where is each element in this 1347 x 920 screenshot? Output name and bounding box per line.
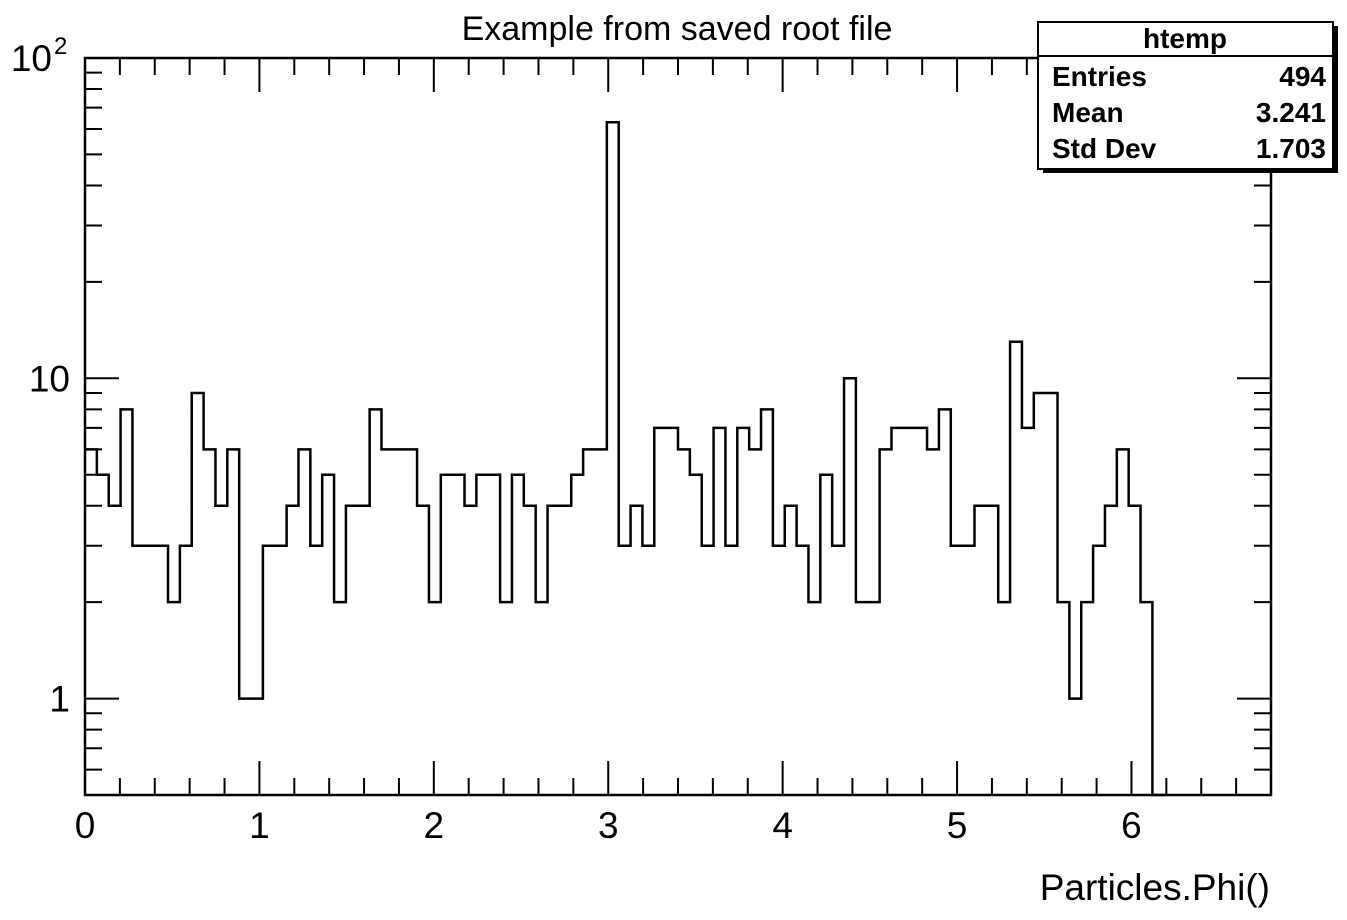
y-tick-label-top-exponent: 2 [54, 33, 67, 60]
y-tick-label-top: 10 [11, 38, 52, 79]
x-tick-label: 6 [1121, 805, 1142, 846]
chart-title: Example from saved root file [462, 10, 893, 48]
y-tick-label: 10 [29, 358, 70, 399]
histogram-line [85, 121, 1165, 797]
x-tick-label: 1 [249, 805, 270, 846]
x-axis-label: Particles.Phi() [1040, 867, 1270, 908]
stats-entries-value: 494 [1279, 61, 1326, 92]
x-tick-label: 4 [772, 805, 793, 846]
x-tick-label: 5 [947, 805, 968, 846]
stats-stddev-value: 1.703 [1256, 133, 1326, 164]
stats-mean-label: Mean [1052, 97, 1124, 128]
stats-box: htemp Entries 494 Mean 3.241 Std Dev 1.7… [1037, 21, 1338, 173]
stats-box-title: htemp [1143, 23, 1227, 54]
x-tick-label: 0 [75, 805, 96, 846]
x-tick-label: 3 [598, 805, 619, 846]
x-axis-tick-labels: 0 1 2 3 4 5 6 [75, 805, 1142, 846]
stats-entries-label: Entries [1052, 61, 1147, 92]
stats-box-frame [1037, 21, 1334, 170]
x-tick-label: 2 [424, 805, 445, 846]
stats-mean-value: 3.241 [1256, 97, 1326, 128]
x-axis-ticks [84, 58, 1272, 795]
y-tick-label: 1 [49, 679, 70, 720]
stats-stddev-label: Std Dev [1052, 133, 1157, 164]
